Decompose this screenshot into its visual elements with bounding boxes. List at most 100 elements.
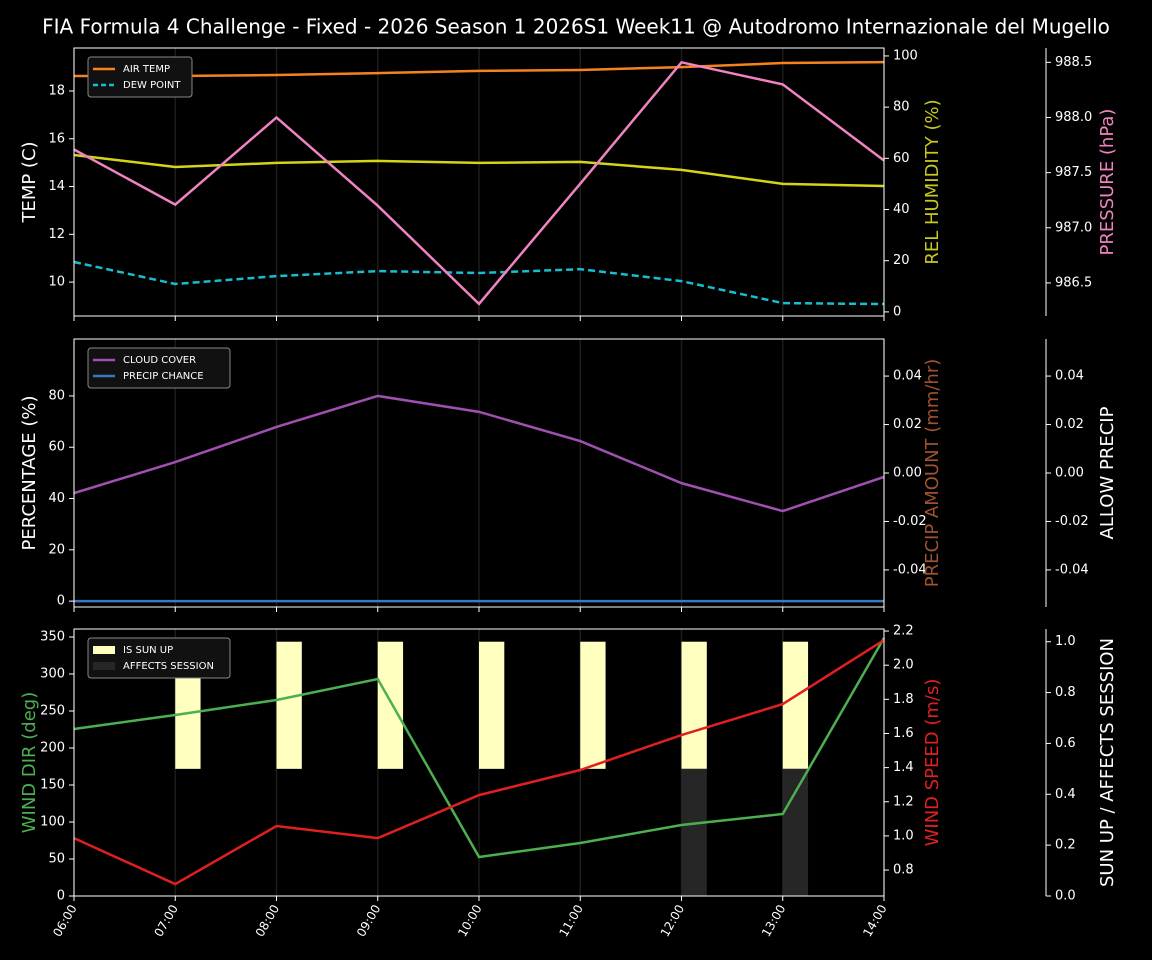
axis-label: PRESSURE (hPa) <box>1097 109 1118 256</box>
legend-swatch <box>93 662 115 670</box>
legend-label: IS SUN UP <box>123 645 173 656</box>
tick-label: 0.00 <box>893 466 922 481</box>
series-line <box>73 394 885 513</box>
x-tick-label: 09:00 <box>354 902 383 939</box>
x-tick-label: 13:00 <box>759 902 788 939</box>
x-tick-label: 12:00 <box>658 902 687 939</box>
series-line <box>73 639 885 886</box>
bar <box>782 768 809 896</box>
tick-label: 18 <box>48 83 65 98</box>
x-tick-label: 07:00 <box>151 902 180 939</box>
x-tick-label: 08:00 <box>253 902 282 939</box>
tick-label: 0.04 <box>893 369 922 384</box>
series-line <box>74 60 885 78</box>
legend-label: PRECIP CHANCE <box>123 371 204 382</box>
tick-label: 0.2 <box>1055 838 1076 853</box>
tick-label: 350 <box>40 629 65 644</box>
tick-label: 16 <box>48 131 65 146</box>
series-line <box>73 60 885 306</box>
tick-label: 0.02 <box>1055 417 1084 432</box>
tick-label: 988.0 <box>1055 110 1092 125</box>
bar <box>580 641 606 769</box>
tick-label: 50 <box>48 851 65 866</box>
tick-label: 40 <box>893 202 910 217</box>
tick-label: 2.2 <box>893 624 914 639</box>
tick-label: 0.6 <box>1055 736 1076 751</box>
tick-label: 250 <box>40 703 65 718</box>
bar <box>681 768 707 896</box>
plot-frame <box>73 47 885 317</box>
tick-label: 0.8 <box>1055 685 1076 700</box>
legend-box <box>87 637 231 679</box>
axis-label: WIND SPEED (m/s) <box>922 679 943 847</box>
tick-label: 1.0 <box>1055 634 1076 649</box>
tick-label: 1.2 <box>893 794 914 809</box>
tick-label: 12 <box>48 227 65 242</box>
tick-label: 986.5 <box>1055 275 1092 290</box>
tick-label: 2.0 <box>893 658 914 673</box>
tick-label: -0.02 <box>1055 514 1089 529</box>
tick-label: 0 <box>57 594 65 609</box>
axis-label: TEMP (C) <box>19 141 40 223</box>
bar <box>782 641 809 769</box>
tick-label: 0.02 <box>893 417 922 432</box>
tick-label: 1.4 <box>893 760 914 775</box>
tick-label: 988.5 <box>1055 55 1092 70</box>
x-tick-label: 10:00 <box>455 902 484 939</box>
tick-label: 0 <box>893 304 901 319</box>
tick-label: 987.5 <box>1055 165 1092 180</box>
chart-title: FIA Formula 4 Challenge - Fixed - 2026 S… <box>42 15 1110 39</box>
series-line <box>73 260 885 306</box>
tick-label: 20 <box>893 253 910 268</box>
plot-frame <box>73 628 885 897</box>
tick-label: 0.0 <box>1055 889 1076 904</box>
tick-label: 10 <box>48 275 65 290</box>
tick-label: 100 <box>40 814 65 829</box>
tick-label: 300 <box>40 666 65 681</box>
tick-label: 0.04 <box>1055 369 1084 384</box>
legend-swatch <box>93 646 115 654</box>
tick-label: -0.02 <box>893 514 927 529</box>
bar <box>479 641 505 769</box>
tick-label: 200 <box>40 740 65 755</box>
tick-label: 100 <box>893 48 918 63</box>
tick-label: 0 <box>57 889 65 904</box>
legend-label: AFFECTS SESSION <box>123 661 214 672</box>
axis-label: REL HUMIDITY (%) <box>922 99 943 264</box>
tick-label: 14 <box>48 179 65 194</box>
tick-label: 40 <box>48 491 65 506</box>
tick-label: 80 <box>48 388 65 403</box>
series-line <box>73 153 885 188</box>
tick-label: 1.8 <box>893 692 914 707</box>
x-tick-label: 11:00 <box>556 902 585 939</box>
plot-frame <box>73 338 885 608</box>
tick-label: 1.6 <box>893 726 914 741</box>
tick-label: 0.4 <box>1055 787 1076 802</box>
axis-label: ALLOW PRECIP <box>1097 406 1118 539</box>
legend-label: CLOUD COVER <box>123 355 196 366</box>
tick-label: 80 <box>893 100 910 115</box>
tick-label: -0.04 <box>893 562 927 577</box>
tick-label: 60 <box>893 151 910 166</box>
legend-box <box>87 56 193 98</box>
axis-label: WIND DIR (deg) <box>19 692 40 834</box>
legend-label: AIR TEMP <box>123 64 170 75</box>
tick-label: 20 <box>48 542 65 557</box>
bar <box>276 641 302 769</box>
bar <box>681 641 707 769</box>
axis-label: SUN UP / AFFECTS SESSION <box>1097 638 1118 887</box>
tick-label: 0.00 <box>1055 466 1084 481</box>
axis-label: PERCENTAGE (%) <box>19 395 40 550</box>
series-line <box>73 637 886 859</box>
legend-box <box>87 347 231 389</box>
x-tick-label: 06:00 <box>50 902 79 939</box>
axis-label: PRECIP AMOUNT (mm/hr) <box>922 359 943 588</box>
tick-label: 0.8 <box>893 863 914 878</box>
tick-label: 987.0 <box>1055 220 1092 235</box>
bar <box>377 641 404 769</box>
tick-label: 60 <box>48 440 65 455</box>
tick-label: 150 <box>40 777 65 792</box>
x-tick-label: 14:00 <box>860 902 889 939</box>
tick-label: -0.04 <box>1055 562 1089 577</box>
